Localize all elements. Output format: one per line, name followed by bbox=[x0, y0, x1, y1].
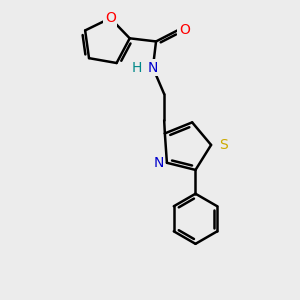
Text: N: N bbox=[148, 61, 158, 75]
Text: O: O bbox=[179, 23, 190, 37]
Text: S: S bbox=[219, 138, 228, 152]
Text: N: N bbox=[153, 156, 164, 170]
Text: H: H bbox=[131, 61, 142, 75]
Text: O: O bbox=[105, 11, 116, 25]
